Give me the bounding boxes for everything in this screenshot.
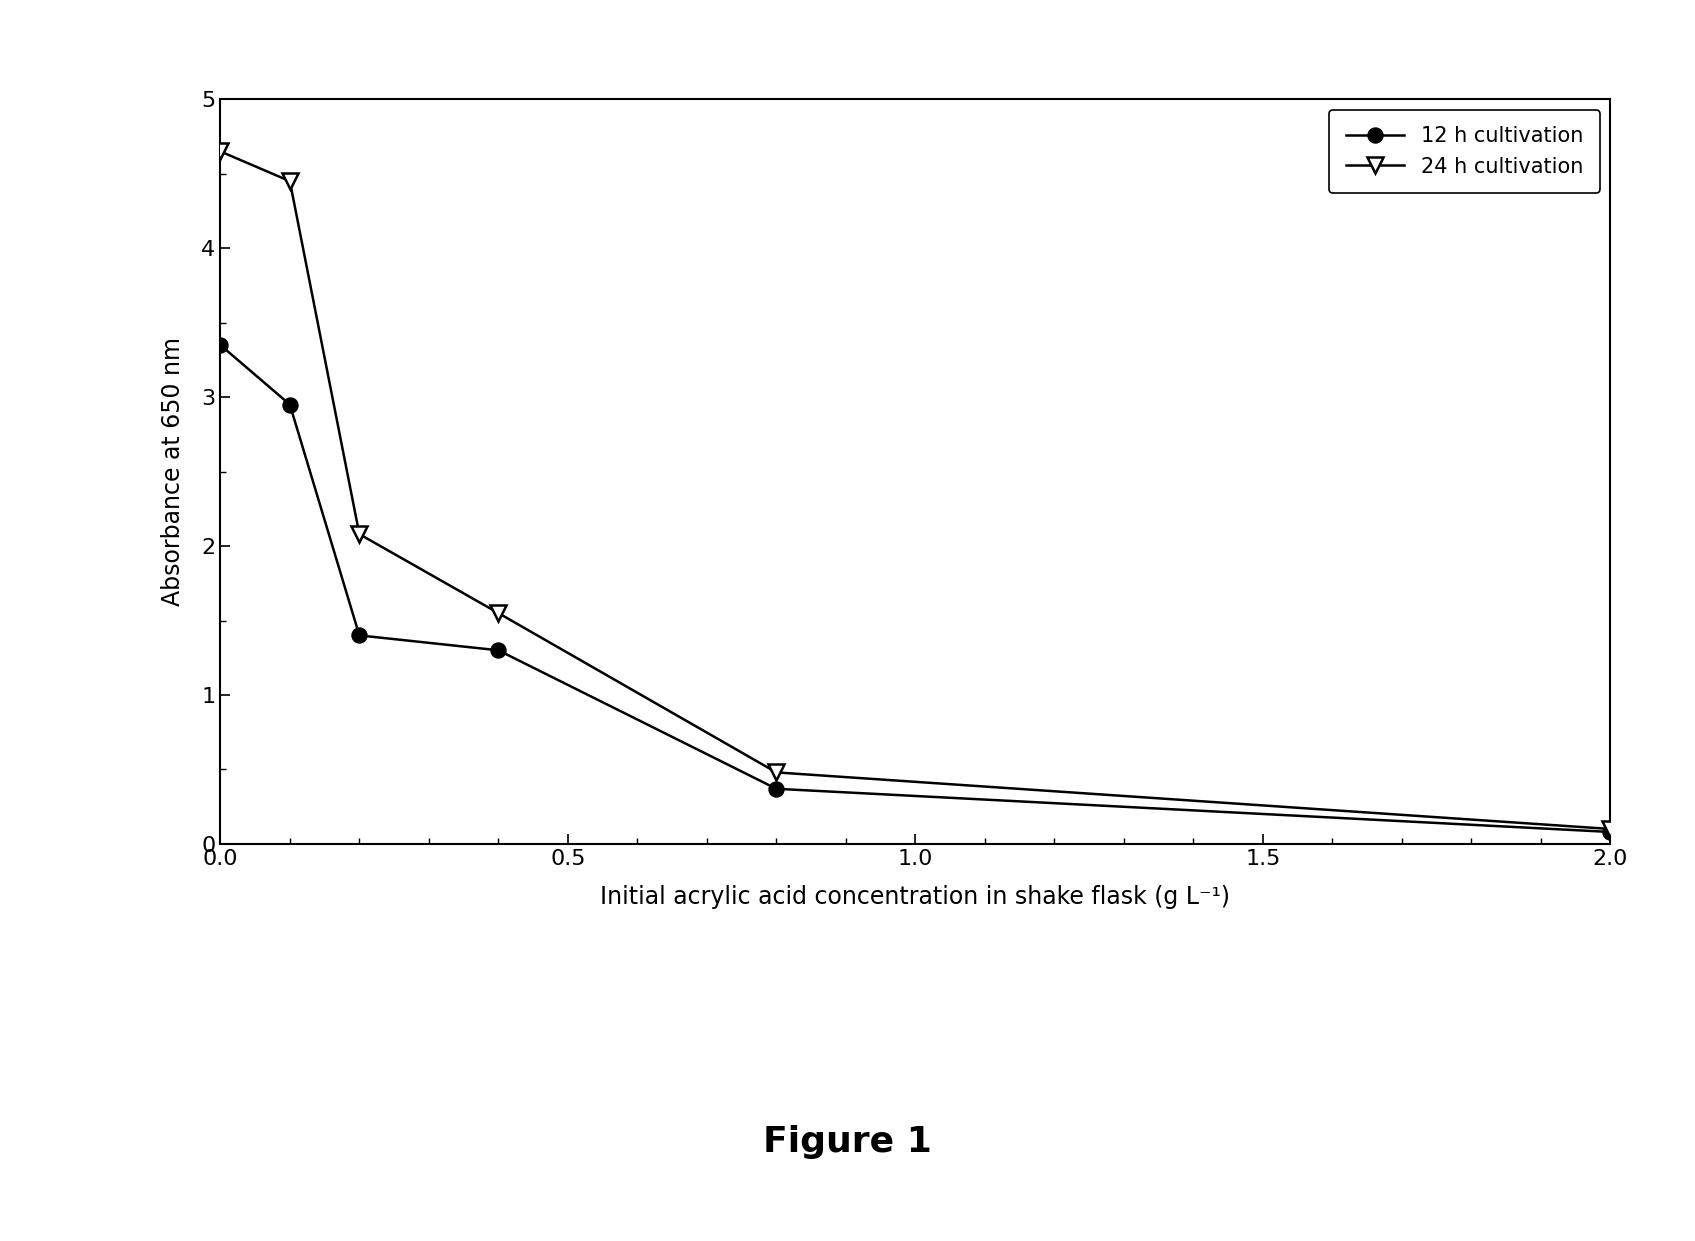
12 h cultivation bbox=[349, 628, 370, 643]
X-axis label: Initial acrylic acid concentration in shake flask (g L⁻¹): Initial acrylic acid concentration in sh… bbox=[600, 885, 1231, 910]
Line: 24 h cultivation: 24 h cultivation bbox=[212, 144, 1619, 836]
Line: 12 h cultivation: 12 h cultivation bbox=[214, 338, 1617, 839]
24 h cultivation bbox=[1600, 822, 1620, 836]
12 h cultivation bbox=[280, 397, 300, 412]
Legend: 12 h cultivation, 24 h cultivation: 12 h cultivation, 24 h cultivation bbox=[1329, 109, 1600, 194]
Y-axis label: Absorbance at 650 nm: Absorbance at 650 nm bbox=[161, 338, 185, 606]
24 h cultivation bbox=[280, 174, 300, 189]
24 h cultivation bbox=[210, 144, 231, 159]
24 h cultivation bbox=[349, 526, 370, 541]
24 h cultivation bbox=[488, 606, 508, 620]
24 h cultivation bbox=[766, 764, 786, 779]
12 h cultivation bbox=[210, 338, 231, 352]
12 h cultivation bbox=[1600, 824, 1620, 839]
Text: Figure 1: Figure 1 bbox=[763, 1124, 932, 1159]
12 h cultivation bbox=[488, 643, 508, 658]
12 h cultivation bbox=[766, 782, 786, 797]
